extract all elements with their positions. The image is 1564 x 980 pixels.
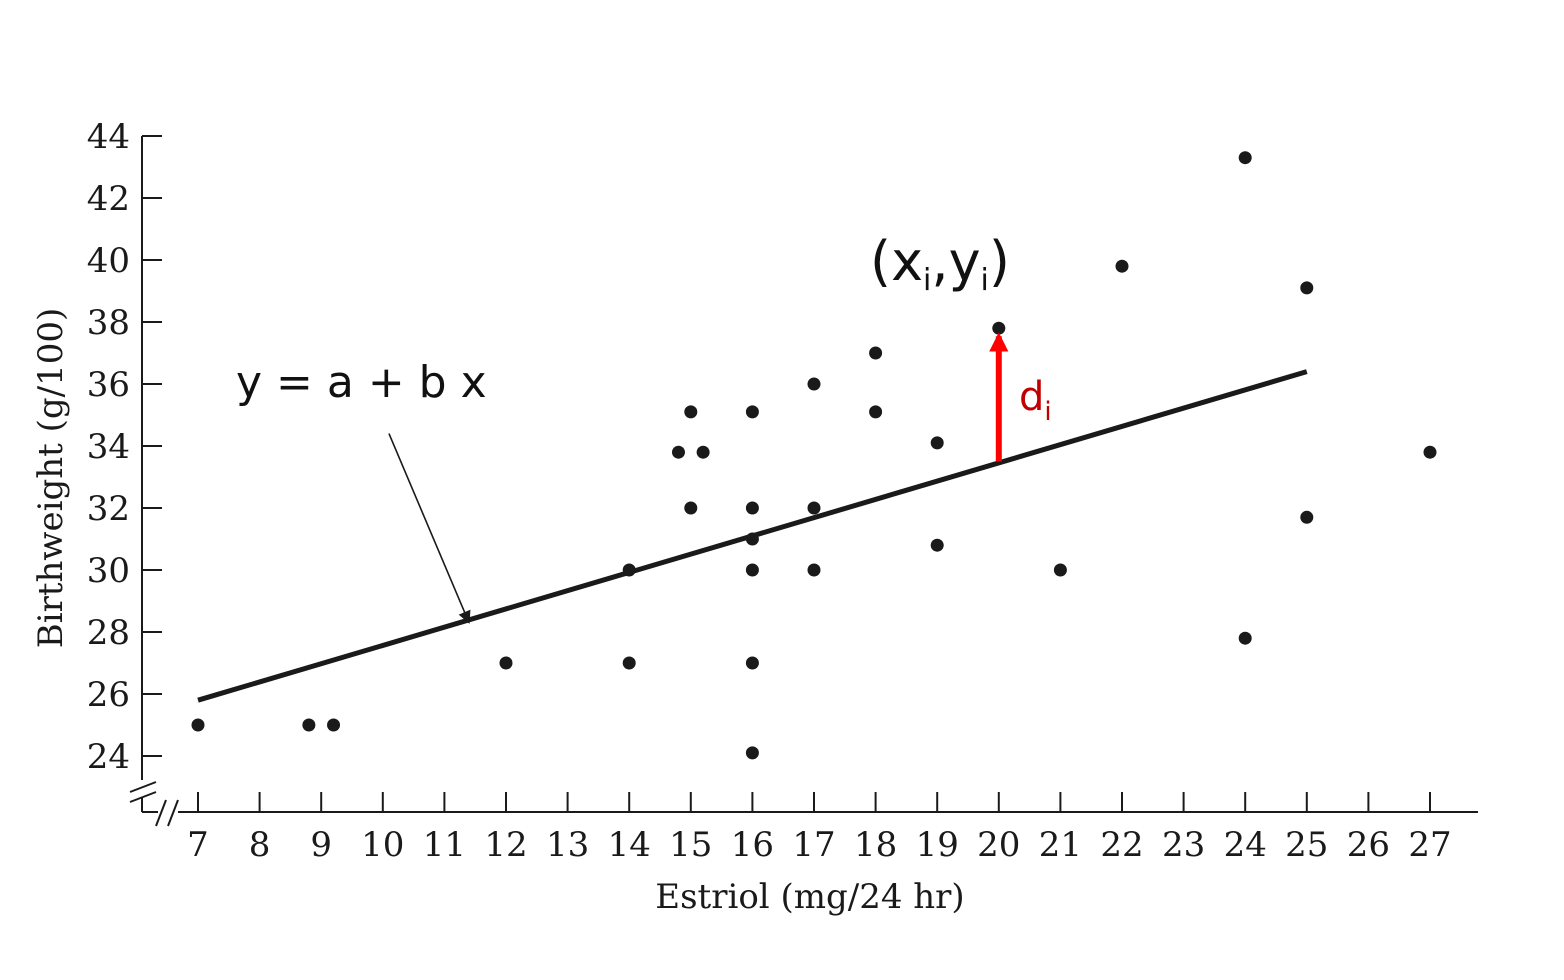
point-label-part: x xyxy=(891,230,923,293)
y-tick-label: 28 xyxy=(87,613,130,653)
y-tick-label: 32 xyxy=(87,489,130,529)
x-tick-label: 27 xyxy=(1408,825,1451,865)
x-tick-label: 10 xyxy=(361,825,404,865)
x-tick-label: 18 xyxy=(854,825,897,865)
x-tick-label: 20 xyxy=(977,825,1020,865)
y-tick-label: 30 xyxy=(87,551,130,591)
residual-label-subscript: i xyxy=(1044,397,1051,427)
data-point xyxy=(1115,259,1129,273)
y-tick-label: 40 xyxy=(87,241,130,281)
x-tick-label: 19 xyxy=(916,825,959,865)
residual-label: di xyxy=(1019,374,1052,427)
x-axis-ticks: 7 8 9 10 11 12 13 14 15 16 17 18 19 20 21 22 23 24 25 26 27 xyxy=(187,792,1452,865)
point-label-subscript: i xyxy=(981,263,989,298)
data-point xyxy=(745,656,759,670)
x-tick-label: 15 xyxy=(669,825,712,865)
point-label-part: ) xyxy=(989,230,1010,293)
x-tick-label: 12 xyxy=(484,825,527,865)
data-point xyxy=(684,405,698,419)
data-point xyxy=(671,445,685,459)
data-point xyxy=(1238,151,1252,165)
data-point xyxy=(1053,563,1067,577)
y-tick-label: 42 xyxy=(87,179,130,219)
point-label-part: y xyxy=(949,230,981,293)
y-tick-label: 24 xyxy=(87,737,130,777)
point-label-part: , xyxy=(931,230,948,293)
data-point xyxy=(930,538,944,552)
point-label: (xi,yi) xyxy=(870,230,1010,298)
x-axis-break-mark xyxy=(155,799,167,827)
data-point xyxy=(992,321,1006,335)
point-label-part: ( xyxy=(870,230,891,293)
data-point xyxy=(869,346,883,360)
regression-equation-label: y = a + b x xyxy=(236,357,487,408)
data-point xyxy=(745,532,759,546)
residual-label-main: d xyxy=(1019,374,1044,420)
x-axis-label: Estriol (mg/24 hr) xyxy=(655,877,964,917)
data-point xyxy=(807,563,821,577)
data-point xyxy=(1300,510,1314,524)
data-point xyxy=(930,436,944,450)
x-tick-label: 17 xyxy=(792,825,835,865)
data-point xyxy=(807,501,821,515)
data-point xyxy=(869,405,883,419)
axes xyxy=(129,136,1478,827)
data-point xyxy=(684,501,698,515)
x-tick-label: 26 xyxy=(1347,825,1390,865)
x-tick-label: 8 xyxy=(249,825,271,865)
x-tick-label: 11 xyxy=(423,825,466,865)
x-tick-label: 21 xyxy=(1039,825,1082,865)
data-point xyxy=(745,405,759,419)
equation-pointer-arrow xyxy=(388,433,471,624)
data-point xyxy=(745,501,759,515)
data-point xyxy=(191,718,205,732)
y-tick-label: 26 xyxy=(87,675,130,715)
y-axis-ticks: 24 26 28 30 32 34 36 38 40 42 44 xyxy=(87,117,162,777)
x-tick-label: 13 xyxy=(546,825,589,865)
data-point xyxy=(1423,445,1437,459)
data-point xyxy=(696,445,710,459)
x-tick-label: 16 xyxy=(731,825,774,865)
y-tick-label: 36 xyxy=(87,365,130,405)
y-axis-break-mark xyxy=(129,781,157,793)
data-point xyxy=(327,718,341,732)
data-point xyxy=(807,377,821,391)
data-point xyxy=(745,746,759,760)
data-point xyxy=(745,563,759,577)
x-tick-label: 25 xyxy=(1285,825,1328,865)
x-tick-label: 24 xyxy=(1224,825,1267,865)
y-axis-label: Birthweight (g/100) xyxy=(31,308,71,649)
data-point xyxy=(1238,631,1252,645)
x-tick-label: 9 xyxy=(310,825,332,865)
x-axis-break-mark xyxy=(167,799,179,827)
data-point xyxy=(622,656,636,670)
y-tick-label: 38 xyxy=(87,303,130,343)
x-tick-label: 14 xyxy=(608,825,651,865)
data-point xyxy=(302,718,316,732)
x-tick-label: 7 xyxy=(187,825,209,865)
x-tick-label: 22 xyxy=(1100,825,1143,865)
data-points xyxy=(191,151,1437,760)
y-tick-label: 44 xyxy=(87,117,130,157)
annotations: y = a + b x(xi,yi)di xyxy=(236,230,1052,624)
x-tick-label: 23 xyxy=(1162,825,1205,865)
data-point xyxy=(1300,281,1314,295)
data-point xyxy=(622,563,636,577)
point-label-subscript: i xyxy=(923,263,931,298)
y-tick-label: 34 xyxy=(87,427,130,467)
data-point xyxy=(499,656,513,670)
